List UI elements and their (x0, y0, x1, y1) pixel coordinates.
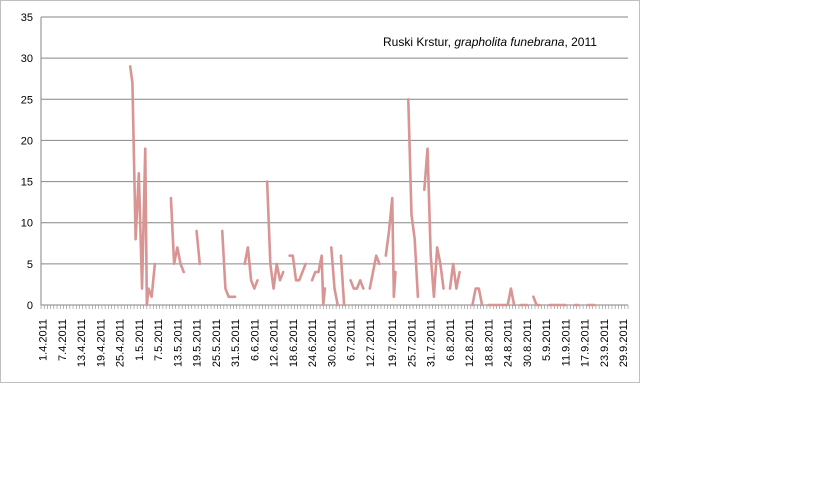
chart-area: 0 5 10 15 20 25 30 35 1.4.2011 7.4.2011 13.4.2011… (0, 0, 640, 383)
x-tick-label: 19.4.2011 (95, 319, 107, 367)
x-tick-label: 23.9.2011 (599, 319, 611, 367)
x-tick-label: 19.7.2011 (387, 319, 399, 367)
series-line-segment-2 (195, 229, 202, 266)
x-tick-label: 6.7.2011 (346, 319, 358, 361)
x-tick-label: 30.8.2011 (522, 319, 534, 367)
x-tick-label: 25.5.2011 (211, 319, 223, 367)
series-line-segment-3 (220, 229, 237, 299)
y-tick-label: 25 (21, 94, 33, 106)
series-line-segment-13 (406, 97, 420, 299)
series-line-segment-4 (243, 246, 259, 290)
x-tick-label: 24.6.2011 (307, 319, 319, 367)
x-tick-label: 13.5.2011 (172, 319, 184, 367)
x-tick-label: 17.9.2011 (580, 319, 592, 367)
y-tick-label: 5 (27, 259, 33, 271)
x-tick-label: 11.9.2011 (560, 319, 572, 366)
chart-title-prefix: Ruski Krstur, (383, 35, 454, 49)
y-tick-label: 20 (21, 135, 33, 147)
x-tick-label: 12.6.2011 (269, 319, 281, 367)
series-line-segment-14 (423, 147, 445, 299)
series-line-segment-19 (532, 295, 542, 307)
x-tick-label: 7.5.2011 (153, 319, 165, 361)
chart-title-species: grapholita funebrana (454, 35, 564, 49)
series-line-segment-11 (368, 254, 381, 290)
series-line-segment-17 (487, 287, 516, 307)
x-tick-label: 25.7.2011 (406, 319, 418, 367)
y-axis-ticks: 0 5 10 15 20 25 30 35 (21, 12, 33, 312)
x-tick-label: 18.6.2011 (288, 319, 300, 367)
gridlines (40, 16, 628, 306)
x-axis-ticks: 1.4.2011 7.4.2011 13.4.2011 19.4.2011 25.4.2… (38, 305, 630, 367)
x-tick-label: 24.8.2011 (503, 319, 515, 367)
y-tick-label: 30 (21, 53, 33, 65)
x-tick-label: 13.4.2011 (76, 319, 88, 367)
series-line-segment-16 (471, 287, 484, 307)
y-tick-label: 15 (21, 177, 33, 189)
x-tick-label: 6.6.2011 (249, 319, 261, 361)
x-tick-label: 5.9.2011 (541, 319, 553, 361)
chart-title: Ruski Krstur, grapholita funebrana, 2011 (383, 35, 597, 49)
y-tick-label: 35 (21, 12, 33, 24)
series-line-segment-7 (310, 254, 327, 307)
series-line-segment-9 (339, 254, 346, 307)
data-series (128, 65, 596, 307)
series-line-segment-5 (265, 180, 285, 290)
chart-svg: 0 5 10 15 20 25 30 35 1.4.2011 7.4.2011 13.4.2011… (21, 12, 630, 367)
x-tick-label: 7.4.2011 (57, 319, 69, 361)
series-line-segment-8 (329, 246, 340, 307)
x-tick-label: 19.5.2011 (192, 319, 204, 367)
series-line-segment-15 (448, 262, 461, 290)
x-tick-label: 29.9.2011 (618, 319, 630, 367)
series-line-segment-6 (288, 254, 307, 282)
y-tick-label: 10 (21, 218, 33, 230)
x-tick-label: 1.5.2011 (134, 319, 146, 361)
x-tick-label: 12.7.2011 (365, 319, 377, 367)
series-line-segment-0 (128, 65, 157, 307)
x-tick-label: 31.7.2011 (426, 319, 438, 367)
series-line-segment-12 (384, 196, 397, 299)
series-line-segment-10 (349, 279, 365, 290)
x-tick-label: 31.5.2011 (230, 319, 242, 367)
x-tick-label: 1.4.2011 (38, 319, 50, 361)
x-tick-label: 25.4.2011 (115, 319, 127, 367)
y-tick-label: 0 (27, 300, 33, 312)
x-tick-label: 6.8.2011 (445, 319, 457, 361)
x-tick-label: 18.8.2011 (483, 319, 495, 367)
chart-title-suffix: , 2011 (564, 35, 597, 49)
series-line-segment-1 (169, 196, 186, 274)
x-tick-label: 12.8.2011 (464, 319, 476, 367)
x-tick-label: 30.6.2011 (326, 319, 338, 367)
